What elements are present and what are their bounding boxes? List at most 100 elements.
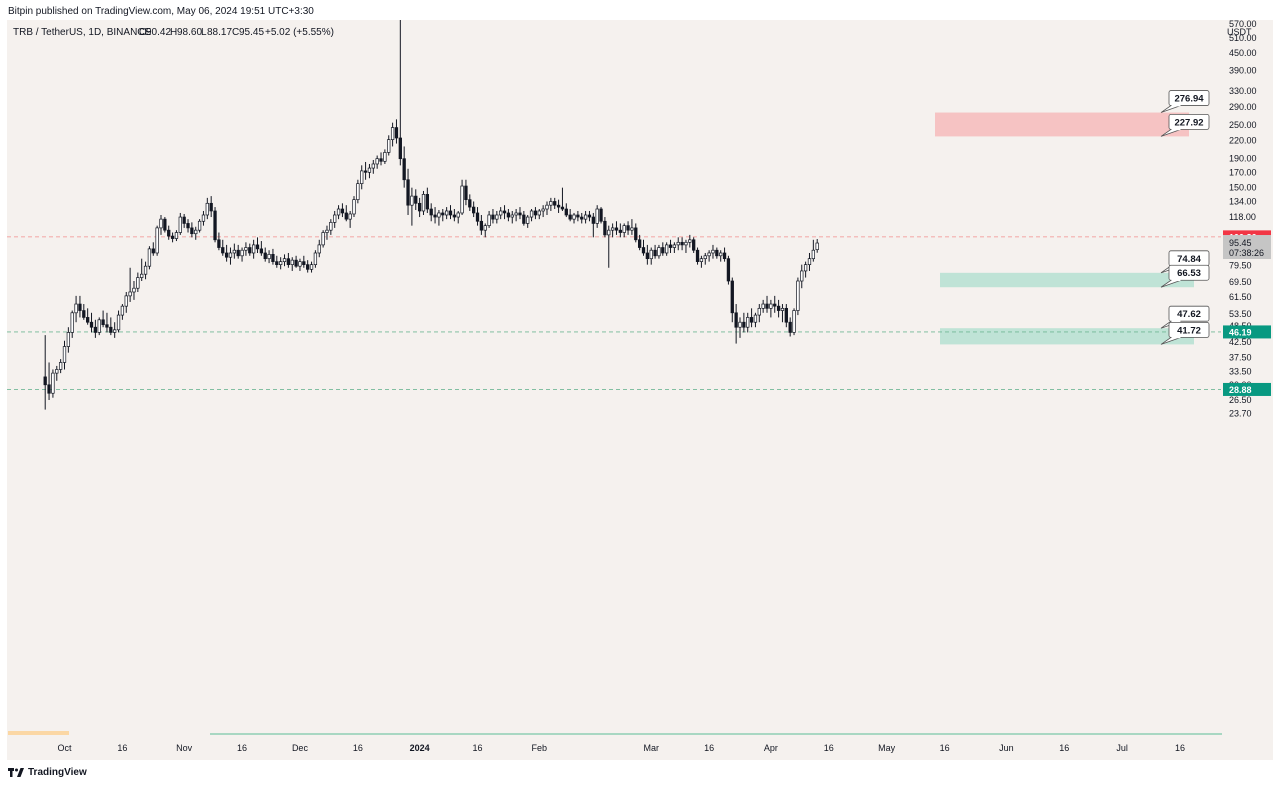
price-badge[interactable] bbox=[1223, 325, 1271, 339]
candle-body bbox=[518, 212, 522, 216]
x-range-marker-left bbox=[8, 731, 69, 735]
candle-body bbox=[197, 220, 202, 231]
price-badge-value: 46.19 bbox=[1229, 327, 1252, 337]
candle-body bbox=[580, 216, 584, 220]
candle-body bbox=[70, 312, 74, 333]
axis-currency[interactable]: USDT bbox=[1227, 27, 1252, 37]
zone-support-2[interactable] bbox=[940, 328, 1194, 345]
candle-body bbox=[560, 206, 565, 210]
x-tick-label: May bbox=[878, 743, 896, 753]
candle-body bbox=[325, 229, 329, 233]
candle-body bbox=[240, 249, 244, 257]
candle-body bbox=[86, 317, 90, 323]
x-tick-label: 16 bbox=[940, 743, 950, 753]
callout-value: 276.94 bbox=[1174, 94, 1204, 105]
candle-body bbox=[657, 247, 661, 257]
price-callout[interactable]: 276.94 bbox=[1160, 90, 1210, 113]
candle-body bbox=[267, 254, 271, 260]
current-price-value: 95.45 bbox=[1229, 238, 1252, 248]
candle-body bbox=[460, 185, 464, 214]
candle-body bbox=[541, 208, 545, 212]
candle-body bbox=[151, 248, 155, 254]
candle-body bbox=[317, 244, 321, 254]
candle-body bbox=[93, 326, 98, 333]
x-tick-label: 16 bbox=[824, 743, 834, 753]
current-price-badge[interactable] bbox=[1223, 235, 1271, 260]
price-callout[interactable]: 66.53 bbox=[1160, 264, 1210, 288]
candle-body bbox=[213, 210, 217, 241]
callout-box[interactable] bbox=[1168, 264, 1210, 281]
candle-body bbox=[792, 310, 796, 333]
candle-body bbox=[228, 252, 233, 258]
price-callout[interactable]: 41.72 bbox=[1160, 321, 1210, 345]
candle-body bbox=[356, 183, 360, 201]
candle-body bbox=[742, 321, 746, 328]
candle-body bbox=[680, 241, 684, 246]
x-axis[interactable]: Oct 16 Nov 16 Dec 16 2024 16 Feb Mar 16 Apr 16 May 16 J… bbox=[8, 731, 1222, 753]
candle-body bbox=[749, 317, 754, 323]
callout-box[interactable] bbox=[1168, 90, 1210, 106]
candle-body bbox=[722, 252, 727, 260]
candle-body bbox=[194, 229, 198, 235]
footer: TradingView bbox=[0, 762, 1280, 785]
ohlc-high-label: H bbox=[170, 27, 177, 38]
y-tick-label: 170.00 bbox=[1229, 167, 1257, 177]
candle-body bbox=[499, 210, 503, 216]
candle-body bbox=[147, 248, 152, 267]
x-tick-label: 16 bbox=[1059, 743, 1069, 753]
y-tick-label: 450.00 bbox=[1229, 48, 1257, 58]
candle-body bbox=[599, 208, 603, 222]
symbol-info: TRB / TetherUS, 1D, BINANCE O 90.42 H 98… bbox=[13, 27, 334, 38]
price-callout[interactable]: 227.92 bbox=[1160, 114, 1210, 137]
candle-body bbox=[765, 303, 769, 309]
y-axis[interactable]: USDT650.00570.00510.00450.00390.00330.00… bbox=[1223, 20, 1271, 419]
tradingview-logo[interactable]: TradingView bbox=[8, 767, 87, 778]
candle-body bbox=[163, 218, 167, 231]
candle-body bbox=[475, 212, 480, 222]
callout-value: 227.92 bbox=[1174, 117, 1203, 128]
candle-body bbox=[363, 170, 368, 173]
candle-body bbox=[279, 261, 283, 266]
candle-body bbox=[259, 248, 264, 254]
x-tick-label: 16 bbox=[117, 743, 127, 753]
candle-body bbox=[730, 280, 734, 314]
candle-body bbox=[132, 287, 136, 293]
candle-body bbox=[807, 258, 812, 266]
candle-body bbox=[429, 208, 433, 216]
callout-box[interactable] bbox=[1168, 321, 1210, 338]
candle-body bbox=[414, 195, 418, 204]
zone-resistance-0[interactable] bbox=[935, 112, 1189, 137]
candle-body bbox=[676, 241, 680, 246]
candle-body bbox=[695, 249, 700, 262]
tradingview-logo-text: TradingView bbox=[28, 767, 87, 778]
candle-body bbox=[170, 235, 175, 239]
candle-body bbox=[738, 321, 742, 328]
y-tick-label: 190.00 bbox=[1229, 154, 1257, 164]
ohlc-open: 90.42 bbox=[146, 27, 171, 38]
y-tick-label: 79.50 bbox=[1229, 260, 1252, 270]
candle-body bbox=[626, 225, 630, 231]
candle-body bbox=[128, 291, 132, 297]
y-tick-label: 118.00 bbox=[1229, 212, 1256, 222]
candle-body bbox=[564, 208, 568, 216]
x-tick-label: 16 bbox=[473, 743, 483, 753]
candle-body bbox=[120, 305, 125, 316]
callout-box[interactable] bbox=[1168, 114, 1210, 130]
candle-body bbox=[526, 216, 530, 224]
candle-body bbox=[43, 376, 47, 386]
candle-body bbox=[116, 314, 121, 331]
candle-body bbox=[711, 249, 715, 254]
zone-support-1[interactable] bbox=[940, 272, 1194, 288]
candle-body bbox=[753, 314, 758, 323]
tradingview-logo-icon bbox=[8, 767, 24, 777]
price-badge[interactable] bbox=[1223, 382, 1271, 396]
candle-body bbox=[803, 264, 808, 272]
ohlc-open-label: O bbox=[139, 27, 147, 38]
callout-box[interactable] bbox=[1168, 305, 1210, 322]
candle-body bbox=[205, 202, 209, 216]
y-tick-label: 150.00 bbox=[1229, 183, 1257, 193]
candle-body bbox=[522, 214, 526, 224]
candle-body bbox=[394, 127, 399, 139]
